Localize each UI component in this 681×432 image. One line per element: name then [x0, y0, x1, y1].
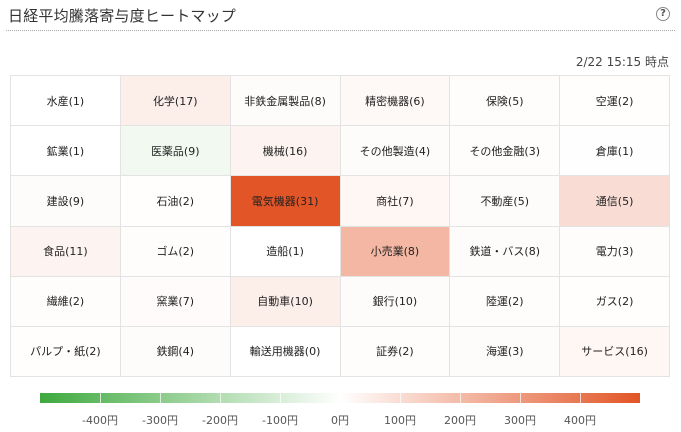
legend-tick-label: 400円 [564, 414, 596, 427]
heatmap-cell[interactable]: 自動車(10) [230, 276, 340, 326]
legend-tick-label: 100円 [384, 414, 416, 427]
heatmap-cell[interactable]: その他製造(4) [340, 126, 450, 176]
heatmap-cell[interactable]: 鉄鋼(4) [120, 326, 230, 376]
legend-tick [280, 393, 281, 403]
heatmap-cell[interactable]: パルプ・紙(2) [11, 326, 120, 376]
heatmap-cell[interactable]: 小売業(8) [340, 226, 450, 276]
legend-tick-label: -200円 [202, 414, 238, 427]
legend-tick [220, 393, 221, 403]
heatmap-cell[interactable]: 海運(3) [450, 326, 560, 376]
legend-tick [160, 393, 161, 403]
heatmap-cell[interactable]: 銀行(10) [340, 276, 450, 326]
heatmap-cell[interactable]: その他金融(3) [450, 126, 560, 176]
heatmap-cell[interactable]: 保険(5) [450, 76, 560, 126]
heatmap-cell[interactable]: 証券(2) [340, 326, 450, 376]
heatmap-cell[interactable]: 造船(1) [230, 226, 340, 276]
heatmap-cell[interactable]: 非鉄金属製品(8) [230, 76, 340, 126]
header: 日経平均騰落寄与度ヒートマップ ? [0, 0, 681, 30]
heatmap-cell[interactable]: 鉄道・バス(8) [450, 226, 560, 276]
heatmap-cell[interactable]: ゴム(2) [120, 226, 230, 276]
legend-tick-label: -300円 [142, 414, 178, 427]
heatmap-cell[interactable]: 食品(11) [11, 226, 120, 276]
heatmap-cell[interactable]: ガス(2) [560, 276, 669, 326]
color-legend: -400円 -300円 -200円 -100円 0円 100円 200円 300円 400円 [40, 393, 642, 429]
heatmap-cell[interactable]: 空運(2) [560, 76, 669, 126]
page-title: 日経平均騰落寄与度ヒートマップ [8, 7, 237, 25]
heatmap-cell[interactable]: 電力(3) [560, 226, 669, 276]
heatmap-cell[interactable]: 電気機器(31) [230, 176, 340, 226]
heatmap-cell[interactable]: 窯業(7) [120, 276, 230, 326]
heatmap-cell[interactable]: 輸送用機器(0) [230, 326, 340, 376]
legend-tick-label: -400円 [82, 414, 118, 427]
header-divider [6, 30, 675, 31]
legend-tick-label: -100円 [262, 414, 298, 427]
legend-tick [520, 393, 521, 403]
legend-tick [400, 393, 401, 403]
heatmap-cell[interactable]: サービス(16) [560, 326, 669, 376]
heatmap-cell[interactable]: 化学(17) [120, 76, 230, 126]
heatmap-cell[interactable]: 水産(1) [11, 76, 120, 126]
heatmap-cell[interactable]: 通信(5) [560, 176, 669, 226]
legend-tick [580, 393, 581, 403]
heatmap-cell[interactable]: 建設(9) [11, 176, 120, 226]
help-icon[interactable]: ? [656, 7, 670, 21]
legend-tick-label: 300円 [504, 414, 536, 427]
heatmap-cell[interactable]: 石油(2) [120, 176, 230, 226]
heatmap-cell[interactable]: 不動産(5) [450, 176, 560, 226]
heatmap-cell[interactable]: 陸運(2) [450, 276, 560, 326]
heatmap-cell[interactable]: 商社(7) [340, 176, 450, 226]
legend-tick [460, 393, 461, 403]
heatmap-cell[interactable]: 精密機器(6) [340, 76, 450, 126]
sector-heatmap: 水産(1) 化学(17) 非鉄金属製品(8) 精密機器(6) 保険(5) 空運(2) 鉱業(… [10, 75, 670, 377]
heatmap-cell[interactable]: 鉱業(1) [11, 126, 120, 176]
legend-tick-label: 200円 [444, 414, 476, 427]
timestamp: 2/22 15:15 時点 [575, 55, 669, 69]
heatmap-cell[interactable]: 医薬品(9) [120, 126, 230, 176]
heatmap-cell[interactable]: 繊維(2) [11, 276, 120, 326]
legend-tick-label: 0円 [331, 414, 349, 427]
legend-tick [100, 393, 101, 403]
legend-tick [340, 393, 341, 403]
heatmap-cell[interactable]: 機械(16) [230, 126, 340, 176]
heatmap-cell[interactable]: 倉庫(1) [560, 126, 669, 176]
